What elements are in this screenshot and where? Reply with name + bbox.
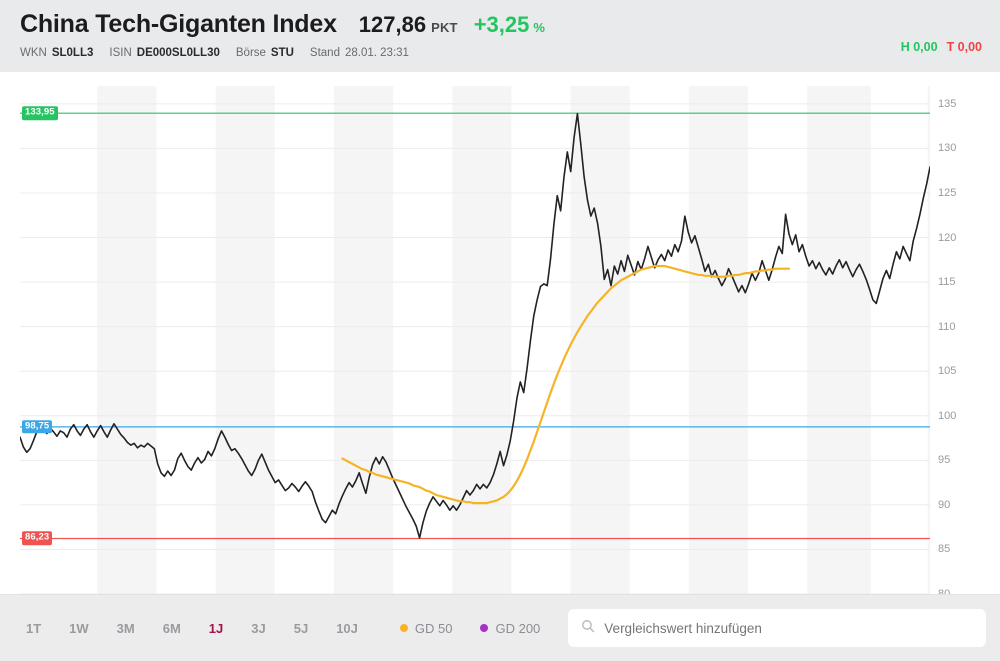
exchange-value: STU xyxy=(270,47,294,59)
timeframe-3m[interactable]: 3M xyxy=(103,615,149,642)
chart-area[interactable]: 13513012512011511010510095908580 10. Jun… xyxy=(0,72,1000,624)
wkn-label: WKN xyxy=(20,47,47,59)
indicator-dot-icon xyxy=(480,624,489,632)
indicator-dot-icon xyxy=(399,624,408,632)
open-level-badge: 98,75 xyxy=(22,420,53,434)
isin-value: DE000SL0LL30 xyxy=(136,47,220,59)
timeframe-5j[interactable]: 5J xyxy=(280,615,322,642)
indicator-label: GD 50 xyxy=(414,620,453,636)
y-axis-tick: 110 xyxy=(938,320,956,333)
y-axis-tick: 125 xyxy=(938,186,957,199)
high-badge: H 0,00 xyxy=(900,40,938,54)
timeframe-6m[interactable]: 6M xyxy=(149,615,195,642)
timestamp-value: 28.01. 23:31 xyxy=(344,47,409,59)
timeframe-1t[interactable]: 1T xyxy=(12,615,55,642)
isin-label: ISIN xyxy=(109,47,132,59)
search-input[interactable] xyxy=(604,620,973,636)
y-axis: 13513012512011511010510095908580 xyxy=(938,86,998,600)
instrument-header: China Tech-Giganten Index 127,86 PKT +3,… xyxy=(0,0,1000,72)
indicator-label: GD 200 xyxy=(495,620,541,636)
timeframe-1w[interactable]: 1W xyxy=(55,615,103,642)
price-chart-svg xyxy=(20,86,930,594)
indicator-gd-50[interactable]: GD 50 xyxy=(386,615,467,642)
compare-search-box[interactable] xyxy=(568,609,986,647)
low-level-badge: 86,23 xyxy=(22,531,53,546)
y-axis-tick: 115 xyxy=(938,276,956,289)
wkn-value: SL0LL3 xyxy=(51,47,94,59)
timeframe-1j[interactable]: 1J xyxy=(195,615,237,642)
timeframe-selector[interactable]: 1T 1W 3M 6M 1J 3J 5J 10J xyxy=(12,615,372,642)
timeframe-3j[interactable]: 3J xyxy=(237,615,279,642)
search-icon xyxy=(581,619,595,638)
y-axis-tick: 95 xyxy=(938,454,951,467)
quote-unit: PKT xyxy=(431,20,458,35)
plot-region[interactable] xyxy=(20,86,930,594)
timestamp-label: Stand xyxy=(309,47,340,59)
exchange-label: Börse xyxy=(235,47,266,59)
high-low-row: H 0,00 T 0,00 xyxy=(901,40,982,54)
quote-change-percent: +3,25 xyxy=(473,12,530,37)
percent-sign: % xyxy=(533,20,545,35)
y-axis-tick: 85 xyxy=(938,543,951,556)
indicator-legend[interactable]: GD 50 GD 200 xyxy=(386,615,554,642)
y-axis-tick: 100 xyxy=(938,409,957,422)
y-axis-tick: 130 xyxy=(938,142,957,155)
y-axis-tick: 105 xyxy=(938,365,957,378)
y-axis-tick: 90 xyxy=(938,498,951,511)
instrument-meta: WKN SL0LL3 ISIN DE000SL0LL30 Börse STU S… xyxy=(20,47,982,59)
indicator-gd-200[interactable]: GD 200 xyxy=(466,615,554,642)
chart-toolbar[interactable]: 1T 1W 3M 6M 1J 3J 5J 10J GD 50 GD 200 xyxy=(0,594,1000,661)
page-title: China Tech-Giganten Index xyxy=(20,10,337,38)
header-quote-row: China Tech-Giganten Index 127,86 PKT +3,… xyxy=(20,10,982,39)
y-axis-tick: 120 xyxy=(938,231,957,244)
high-level-badge: 133,95 xyxy=(22,106,58,120)
y-axis-tick: 135 xyxy=(938,97,957,110)
low-badge: T 0,00 xyxy=(946,40,982,54)
quote-value: 127,86 xyxy=(358,12,427,37)
timeframe-10j[interactable]: 10J xyxy=(322,615,372,642)
